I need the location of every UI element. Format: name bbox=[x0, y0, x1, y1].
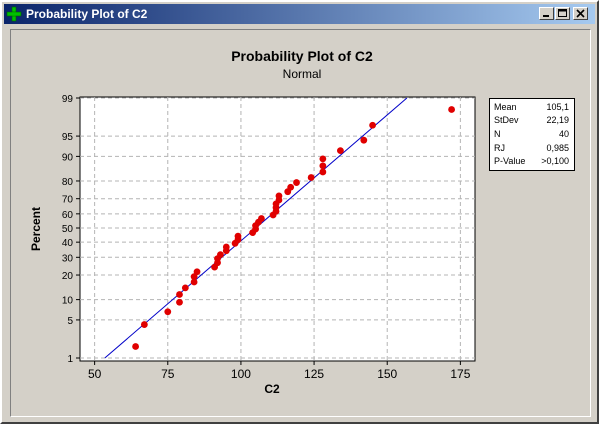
stat-row-stdev: StDev 22,19 bbox=[490, 115, 574, 127]
x-tick-label: 50 bbox=[88, 367, 102, 381]
data-point bbox=[181, 284, 189, 292]
grid-lines bbox=[80, 97, 475, 361]
data-point bbox=[275, 192, 283, 200]
stat-label: Mean bbox=[494, 102, 517, 112]
x-tick-label: 75 bbox=[161, 367, 175, 381]
x-tick-label: 100 bbox=[231, 367, 251, 381]
data-points bbox=[132, 106, 455, 350]
data-point bbox=[193, 268, 201, 276]
stat-label: StDev bbox=[494, 115, 519, 125]
maximize-button[interactable] bbox=[555, 7, 570, 20]
stat-row-p-value: P-Value >0,100 bbox=[490, 156, 574, 168]
data-point bbox=[176, 291, 183, 298]
probability-plot[interactable]: Probability Plot of C2 Normal 50 75 100 125… bbox=[11, 30, 590, 416]
data-point bbox=[190, 278, 198, 286]
minimize-button[interactable] bbox=[539, 7, 554, 20]
y-tick-label: 60 bbox=[62, 210, 74, 221]
y-tick-label: 40 bbox=[62, 238, 74, 249]
data-point bbox=[307, 174, 315, 181]
x-axis-label: C2 bbox=[264, 382, 280, 396]
maximize-icon bbox=[558, 9, 567, 17]
data-point bbox=[258, 215, 265, 222]
data-point bbox=[360, 136, 368, 144]
y-tick-label: 30 bbox=[62, 253, 74, 264]
stat-label: N bbox=[494, 129, 501, 139]
stat-value: 105,1 bbox=[546, 102, 569, 112]
y-tick-label: 70 bbox=[62, 195, 74, 206]
axis-ticks: 50 75 100 125 150 175 1 5 10 20 30 40 50 60 70 80 90 95 99 bbox=[62, 94, 471, 381]
data-point bbox=[287, 183, 295, 191]
x-tick-label: 175 bbox=[450, 367, 470, 381]
data-point bbox=[190, 273, 198, 281]
stat-label: P-Value bbox=[494, 156, 526, 166]
data-point bbox=[293, 179, 300, 186]
data-point bbox=[319, 162, 327, 170]
data-point bbox=[164, 308, 172, 316]
y-tick-label: 80 bbox=[62, 177, 74, 188]
chart-title: Probability Plot of C2 bbox=[231, 48, 373, 64]
stat-row-mean: Mean 105,1 bbox=[490, 102, 574, 114]
title-bar[interactable]: Probability Plot of C2 bbox=[4, 4, 595, 24]
y-tick-label: 5 bbox=[67, 316, 73, 327]
y-tick-label: 95 bbox=[62, 132, 74, 143]
stat-row-rj: RJ 0,985 bbox=[490, 143, 574, 155]
data-point bbox=[132, 343, 139, 350]
data-point bbox=[222, 243, 230, 251]
x-tick-label: 150 bbox=[377, 367, 397, 381]
data-point bbox=[176, 298, 183, 306]
data-point bbox=[217, 251, 224, 259]
stat-value: 40 bbox=[558, 129, 569, 139]
data-point bbox=[448, 106, 455, 113]
window-title: Probability Plot of C2 bbox=[26, 7, 148, 21]
stat-value: 0,985 bbox=[546, 143, 569, 153]
y-axis-label: Percent bbox=[29, 207, 43, 251]
stat-value: >0,100 bbox=[541, 156, 569, 166]
close-icon bbox=[576, 9, 585, 18]
x-tick-label: 125 bbox=[304, 367, 324, 381]
data-point bbox=[234, 232, 242, 240]
y-tick-label: 10 bbox=[62, 296, 74, 307]
data-point bbox=[319, 155, 327, 163]
y-tick-label: 99 bbox=[62, 94, 74, 105]
y-tick-label: 1 bbox=[67, 354, 73, 365]
y-tick-label: 20 bbox=[62, 271, 74, 282]
stat-value: 22,19 bbox=[546, 115, 569, 125]
stat-label: RJ bbox=[494, 143, 505, 153]
plus-icon bbox=[6, 6, 22, 22]
y-tick-label: 90 bbox=[62, 152, 74, 163]
data-point bbox=[369, 121, 376, 129]
plot-frame bbox=[79, 96, 476, 362]
chart-subtitle: Normal bbox=[283, 67, 322, 81]
stat-row-n: N 40 bbox=[490, 129, 574, 141]
minimize-icon bbox=[543, 15, 549, 17]
graph-area: Probability Plot of C2 Normal 50 75 100 125… bbox=[10, 29, 591, 417]
stats-legend: Mean 105,1 StDev 22,19 N 40 RJ 0,985 P-V… bbox=[489, 98, 575, 171]
data-point bbox=[337, 147, 344, 154]
close-button[interactable] bbox=[573, 7, 588, 20]
data-point bbox=[319, 168, 327, 176]
y-tick-label: 50 bbox=[62, 224, 74, 235]
data-point bbox=[140, 321, 148, 328]
